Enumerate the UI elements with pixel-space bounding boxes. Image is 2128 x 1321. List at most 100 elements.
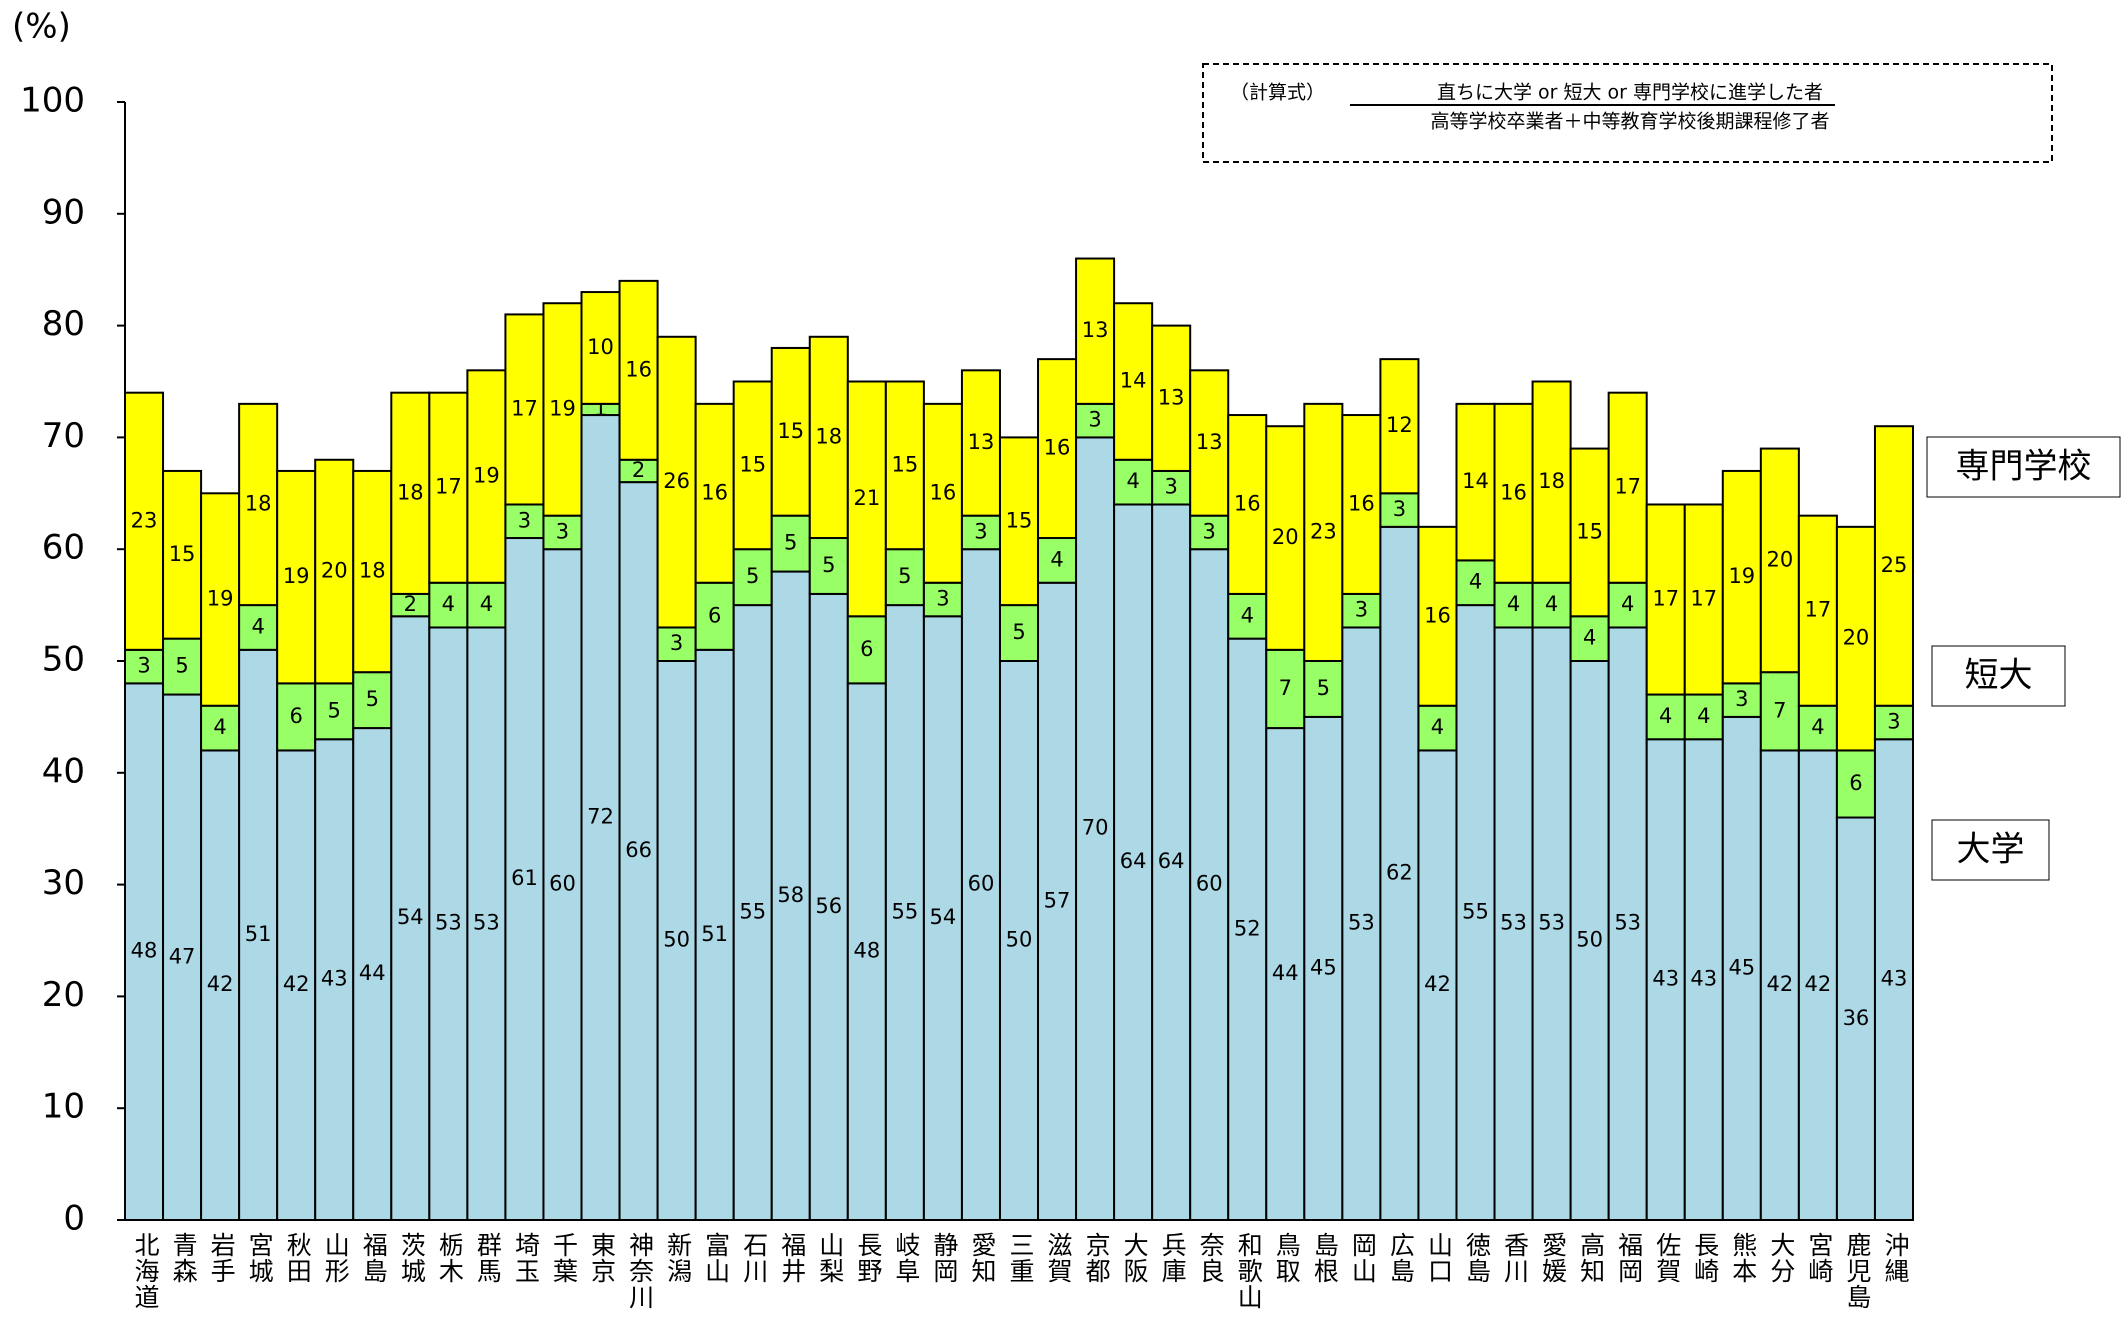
x-tick-label: 滋賀 — [1044, 1232, 1073, 1284]
value-label: 53 — [1614, 911, 1641, 935]
bar-segment — [314, 458, 355, 685]
value-label: 15 — [892, 452, 919, 476]
bar-segment — [1379, 358, 1420, 495]
x-tick-label: 鳥取 — [1272, 1232, 1301, 1284]
value-label: 20 — [1766, 547, 1793, 571]
value-label: 54 — [930, 905, 957, 929]
x-tick-label: 山形 — [321, 1232, 350, 1284]
value-label: 5 — [175, 654, 188, 678]
value-label: 42 — [207, 972, 234, 996]
value-label: 13 — [1196, 430, 1223, 454]
x-tick-label: 高知 — [1577, 1232, 1606, 1284]
value-label: 57 — [1044, 888, 1071, 912]
x-tick-label: 宮城 — [245, 1232, 274, 1284]
value-label: 26 — [663, 469, 690, 493]
x-tick-label: 兵庫 — [1158, 1232, 1187, 1284]
value-label: 4 — [1241, 603, 1254, 627]
x-tick-label: 愛媛 — [1539, 1232, 1568, 1284]
bar-segment — [808, 335, 849, 540]
y-tick-label: 0 — [63, 1199, 85, 1239]
bar-segment — [1341, 414, 1382, 595]
value-label: 7 — [1279, 676, 1292, 700]
value-label: 55 — [739, 900, 766, 924]
value-label: 47 — [169, 944, 196, 968]
y-tick-label: 10 — [42, 1087, 85, 1127]
value-label: 4 — [213, 715, 226, 739]
value-label: 5 — [822, 553, 835, 577]
value-label: 4 — [1469, 570, 1482, 594]
bar-segment — [1569, 447, 1610, 618]
value-label: 72 — [587, 805, 614, 829]
value-label: 15 — [1006, 508, 1033, 532]
value-label: 14 — [1120, 369, 1147, 393]
legend-label: 大学 — [1957, 830, 2025, 870]
value-label: 23 — [131, 508, 158, 532]
legend-box — [1926, 436, 2121, 498]
x-tick-label: 長崎 — [1691, 1232, 1720, 1284]
x-tick-label: 岩手 — [207, 1232, 236, 1284]
value-label: 4 — [251, 614, 264, 638]
value-label: 4 — [1050, 547, 1063, 571]
value-label: 60 — [968, 872, 995, 896]
formula-denominator: 高等学校卒業者＋中等教育学校後期課程修了者 — [1430, 111, 1829, 133]
value-label: 16 — [1500, 480, 1527, 504]
value-label: 42 — [283, 972, 310, 996]
bar-segment — [1227, 414, 1268, 595]
bar-segment — [1873, 425, 1914, 707]
x-tick-label: 北海道 — [131, 1232, 160, 1310]
value-label: 3 — [936, 587, 949, 611]
value-label: 4 — [1545, 592, 1558, 616]
value-label: 19 — [207, 587, 234, 611]
y-tick-label: 50 — [42, 640, 85, 680]
bar-segment — [1189, 514, 1230, 551]
value-label: 20 — [321, 559, 348, 583]
value-label: 54 — [397, 905, 424, 929]
y-tick-label: 20 — [42, 975, 85, 1015]
value-label: 4 — [1583, 626, 1596, 650]
bar-segment — [1303, 660, 1344, 718]
value-label: 13 — [968, 430, 995, 454]
bar-segment — [1607, 581, 1648, 629]
bar-segment — [1341, 592, 1382, 629]
value-label: 16 — [1348, 491, 1375, 515]
x-tick-label: 広島 — [1386, 1232, 1415, 1284]
bar-segment — [276, 749, 317, 1221]
value-label: 70 — [1082, 816, 1109, 840]
x-tick-label: 長野 — [854, 1232, 883, 1284]
value-label: 36 — [1843, 1006, 1870, 1030]
bar-segment — [1113, 458, 1154, 506]
value-label: 56 — [815, 894, 842, 918]
value-label: 53 — [473, 911, 500, 935]
bar-segment — [1759, 671, 1800, 752]
value-label: 3 — [974, 519, 987, 543]
x-tick-label: 青森 — [169, 1232, 198, 1284]
value-label: 51 — [701, 922, 728, 946]
bar-segment — [732, 380, 773, 551]
value-label: 21 — [853, 486, 880, 510]
bar-segment — [314, 682, 355, 741]
bar-segment — [1189, 369, 1230, 517]
value-label: 52 — [1234, 916, 1261, 940]
formula-label: （計算式） — [1230, 82, 1325, 104]
x-tick-label: 熊本 — [1729, 1232, 1758, 1284]
value-label: 42 — [1424, 972, 1451, 996]
value-label: 53 — [1538, 911, 1565, 935]
value-label: 58 — [777, 883, 804, 907]
value-label: 18 — [359, 559, 386, 583]
y-axis-label: (%) — [12, 7, 71, 47]
bar-segment — [1759, 749, 1800, 1221]
formula-numerator: 直ちに大学 or 短大 or 専門学校に進学した者 — [1437, 82, 1823, 104]
value-label: 6 — [860, 637, 873, 661]
bar-segment — [428, 391, 469, 584]
value-label: 19 — [549, 396, 576, 420]
value-label: 3 — [518, 508, 531, 532]
value-label: 60 — [549, 872, 576, 896]
value-label: 50 — [1576, 928, 1603, 952]
bar-segment — [998, 436, 1040, 607]
y-tick-label: 60 — [42, 528, 85, 568]
x-tick-label: 岐阜 — [892, 1232, 921, 1284]
value-label: 13 — [1082, 318, 1109, 342]
bar-segment — [542, 514, 583, 551]
bar-segment — [1227, 637, 1268, 1221]
value-label: 3 — [556, 519, 569, 543]
